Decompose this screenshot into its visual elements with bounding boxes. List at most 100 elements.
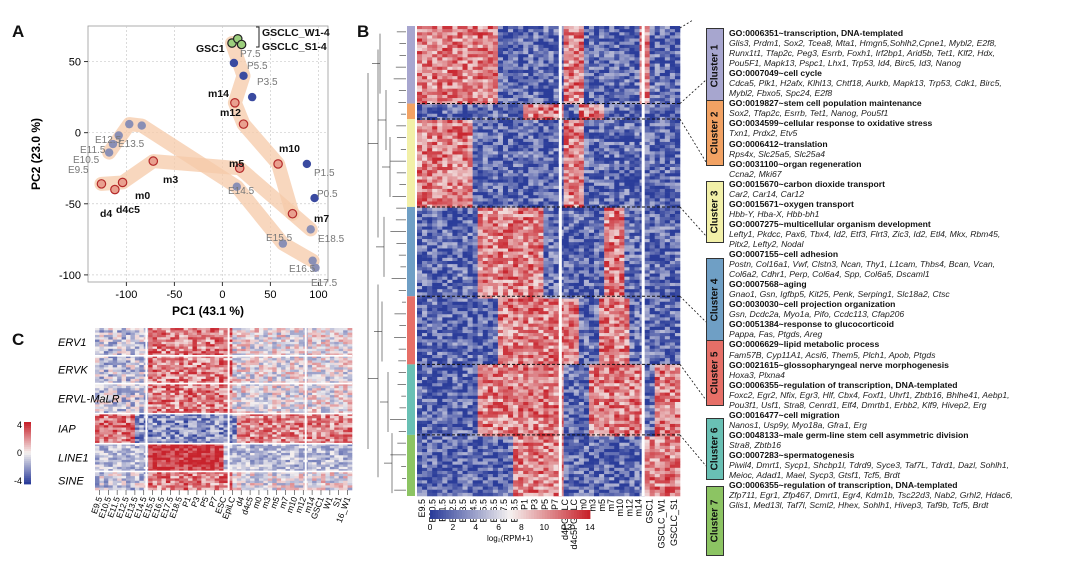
heatmap-cell — [583, 41, 590, 46]
heatmap-cell — [312, 446, 317, 449]
heatmap-cell — [312, 378, 317, 382]
heatmap-cell — [121, 383, 127, 387]
heatmap-cell — [250, 409, 255, 412]
heatmap-cell — [201, 471, 207, 475]
heatmap-cell — [126, 413, 131, 417]
heatmap-cell — [334, 455, 340, 458]
heatmap-cell — [553, 47, 559, 52]
heatmap-cell — [573, 26, 580, 30]
heatmap-cell — [108, 457, 114, 461]
heatmap-cell — [95, 388, 100, 391]
heatmap-cell — [548, 60, 554, 64]
heatmap-cell — [548, 63, 554, 68]
heatmap-cell — [201, 413, 207, 417]
heatmap-cell — [482, 32, 489, 36]
heatmap-cell — [174, 439, 180, 442]
heatmap-cell — [281, 480, 286, 484]
heatmap-cell — [563, 35, 570, 39]
heatmap-cell — [343, 395, 348, 398]
heatmap-cell — [644, 35, 650, 39]
heatmap-cell — [170, 462, 176, 465]
heatmap-cell — [188, 483, 193, 486]
heatmap-cell — [664, 47, 671, 52]
heatmap-cell — [447, 44, 453, 49]
heatmap-cell — [192, 439, 198, 442]
heatmap-cell — [258, 392, 264, 396]
data-point — [287, 208, 298, 219]
heatmap-cell — [188, 355, 193, 359]
heatmap-cell — [117, 432, 122, 435]
heatmap-cell — [183, 459, 189, 463]
heatmap-cell — [250, 483, 255, 486]
heatmap-cell — [619, 63, 625, 68]
heatmap-cell — [338, 483, 344, 486]
heatmap-cell — [307, 446, 313, 449]
colorbar-cell — [24, 465, 31, 468]
heatmap-cell — [196, 422, 202, 426]
heatmap-cell — [219, 328, 224, 331]
heatmap-cell — [294, 448, 300, 451]
heatmap-cell — [188, 351, 193, 354]
heatmap-cell — [174, 434, 180, 438]
heatmap-cell — [533, 29, 539, 33]
heatmap-cell — [250, 459, 255, 463]
heatmap-cell — [417, 63, 423, 68]
heatmap-cell — [347, 369, 353, 373]
heatmap-cell — [563, 44, 570, 49]
heatmap-cell — [108, 367, 114, 370]
heatmap-cell — [276, 446, 282, 449]
heatmap-cell — [117, 413, 122, 417]
heatmap-cell — [548, 41, 554, 46]
heatmap-cell — [130, 388, 136, 391]
heatmap-cell — [103, 452, 109, 456]
heatmap-cell — [219, 466, 224, 470]
heatmap-cell — [152, 406, 158, 410]
heatmap-cell — [422, 66, 428, 71]
heatmap-cell — [205, 459, 211, 463]
heatmap-cell — [272, 436, 277, 440]
heatmap-cell — [664, 60, 671, 64]
y-tick-label: -50 — [65, 199, 81, 211]
heatmap-cell — [126, 378, 131, 382]
heatmap-cell — [320, 436, 326, 440]
heatmap-cell — [126, 473, 131, 477]
heatmap-cell — [338, 413, 344, 417]
heatmap-cell — [427, 66, 433, 71]
heatmap-cell — [121, 390, 127, 394]
heatmap-cell — [99, 450, 105, 454]
heatmap-cell — [121, 415, 127, 419]
heatmap-cell — [477, 54, 484, 58]
heatmap-cell — [347, 355, 353, 359]
heatmap-cell — [170, 455, 176, 458]
heatmap-cell — [343, 355, 348, 359]
heatmap-cell — [108, 452, 114, 456]
heatmap-cell — [157, 344, 162, 347]
heatmap-cell — [232, 409, 238, 412]
heatmap-cell — [188, 466, 193, 470]
heatmap-cell — [134, 487, 140, 491]
heatmap-cell — [241, 422, 246, 426]
heatmap-cell — [157, 404, 162, 407]
heatmap-cell — [241, 383, 246, 387]
heatmap-cell — [568, 38, 575, 42]
heatmap-cell — [112, 427, 118, 431]
heatmap-cell — [462, 29, 468, 33]
heatmap-cell — [219, 395, 224, 398]
heatmap-cell — [298, 425, 304, 428]
heatmap-cell — [183, 360, 189, 364]
heatmap-cell — [298, 464, 304, 468]
heatmap-cell — [152, 448, 158, 451]
heatmap-cell — [99, 392, 105, 396]
heatmap-cell — [188, 432, 193, 435]
heatmap-cell — [492, 26, 499, 30]
heatmap-cell — [134, 383, 140, 387]
heatmap-cell — [196, 348, 202, 352]
heatmap-cell — [103, 483, 109, 486]
heatmap-cell — [477, 51, 484, 55]
heatmap-cell — [112, 376, 118, 380]
heatmap-cell — [634, 32, 640, 36]
heatmap-cell — [99, 466, 105, 470]
heatmap-cell — [179, 371, 184, 375]
heatmap-cell — [183, 448, 189, 451]
heatmap-cell — [223, 402, 229, 405]
